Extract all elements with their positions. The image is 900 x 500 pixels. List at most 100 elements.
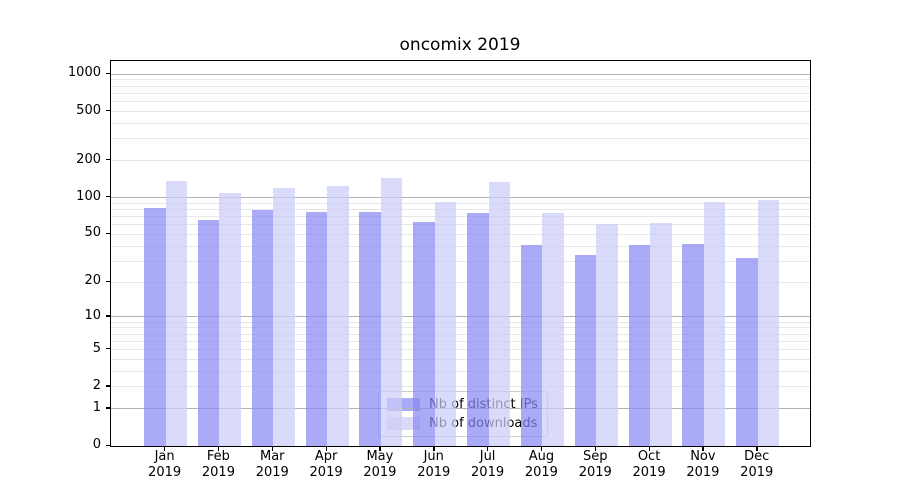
gridline-minor [111,111,810,112]
bar-distinct-ips [520,244,543,446]
x-tick-label: Apr 2019 [309,449,343,480]
x-tick-mark [756,446,758,451]
x-tick-mark [433,446,435,451]
bar-downloads [380,178,403,446]
y-tick-mark [105,348,110,350]
gridline-minor [111,245,810,247]
gridline-minor [111,370,810,372]
y-tick-mark [105,232,110,235]
bar-downloads [165,181,188,446]
y-tick-mark [105,444,110,446]
y-tick-mark [105,280,110,282]
bar-downloads [219,193,241,446]
x-tick-mark [164,446,166,451]
x-tick-mark [325,446,327,451]
gridline-major [111,408,810,410]
bar-distinct-ips [305,211,328,446]
x-tick-label: Dec 2019 [740,449,774,480]
chart-title: oncomix 2019 [399,35,521,55]
x-tick-label: Jul 2019 [471,449,505,480]
gridline-minor [111,349,810,351]
y-tick-label: 1 [92,399,101,415]
bar-distinct-ips [682,243,704,446]
y-tick-mark [105,315,110,317]
x-tick-label: Aug 2019 [524,449,558,480]
x-tick-mark [648,446,650,451]
y-tick-label: 1000 [67,65,101,81]
y-tick-label: 100 [76,188,101,204]
gridline-minor [111,209,810,211]
y-tick-mark [105,385,110,387]
y-tick-mark [105,159,110,161]
x-tick-mark [702,446,704,451]
gridline-minor [111,260,810,262]
bar-downloads [703,201,726,446]
bar-distinct-ips [359,212,381,446]
bar-downloads [542,212,564,446]
x-tick-label: Jan 2019 [148,449,182,480]
gridline-minor [111,160,810,162]
y-tick-label: 2 [92,377,101,393]
x-tick-label: Oct 2019 [632,449,666,480]
y-tick-label: 5 [92,340,101,356]
gridline-minor [111,216,810,218]
gridline-minor [111,92,810,94]
bar-distinct-ips [628,244,651,446]
gridline-minor [111,101,810,103]
bar-downloads [757,199,780,446]
x-tick-mark [487,446,489,451]
gridline-minor [111,122,810,124]
x-tick-label: Jun 2019 [417,449,451,480]
bar-distinct-ips [251,210,274,446]
bar-downloads [650,223,672,446]
y-tick-label: 500 [76,102,101,118]
x-tick-label: Feb 2019 [201,449,235,480]
gridline-major [111,73,810,75]
bar-distinct-ips [413,222,435,446]
y-tick-label: 200 [76,151,101,167]
gridline-major [111,316,810,318]
y-tick-mark [105,407,110,409]
x-tick-mark [271,446,274,451]
gridline-minor [111,321,810,323]
gridline-minor [111,202,810,204]
bar-distinct-ips [144,207,166,446]
bar-distinct-ips [467,212,489,446]
x-tick-mark [379,446,381,451]
gridline-minor [111,281,810,283]
gridline-minor [111,79,810,81]
gridline-minor [111,138,810,140]
gridline-minor [111,85,810,87]
y-tick-label: 20 [84,273,101,289]
y-tick-mark [105,196,110,198]
gridline-minor [111,340,810,342]
x-tick-mark [594,446,597,451]
y-tick-label: 0 [92,437,101,452]
bar-distinct-ips [574,254,597,446]
bar-downloads [434,202,457,446]
gridline-minor [111,327,810,329]
bar-downloads [327,185,349,446]
x-tick-label: Nov 2019 [686,449,720,480]
bar-downloads [273,187,295,446]
gridline-minor [111,358,810,360]
x-tick-label: May 2019 [363,449,397,480]
x-tick-mark [540,446,543,451]
gridline-minor [111,233,810,235]
gridline-minor [111,224,810,226]
legend-item-distinct-ips: Nb of distinct IPs [387,397,538,412]
y-tick-label: 10 [84,307,101,323]
y-tick-mark [105,72,110,75]
plot-area: Nb of distinct IPs Nb of downloads [110,60,811,447]
y-tick-label: 50 [84,225,101,241]
x-tick-label: Sep 2019 [578,449,612,480]
bar-distinct-ips [736,257,758,446]
bar-distinct-ips [197,219,220,446]
gridline-minor [111,333,810,335]
bar-downloads [596,223,618,446]
legend-item-downloads: Nb of downloads [387,416,538,431]
gridline-minor [111,386,810,388]
y-tick-mark [105,110,110,112]
bar-downloads [488,182,511,446]
